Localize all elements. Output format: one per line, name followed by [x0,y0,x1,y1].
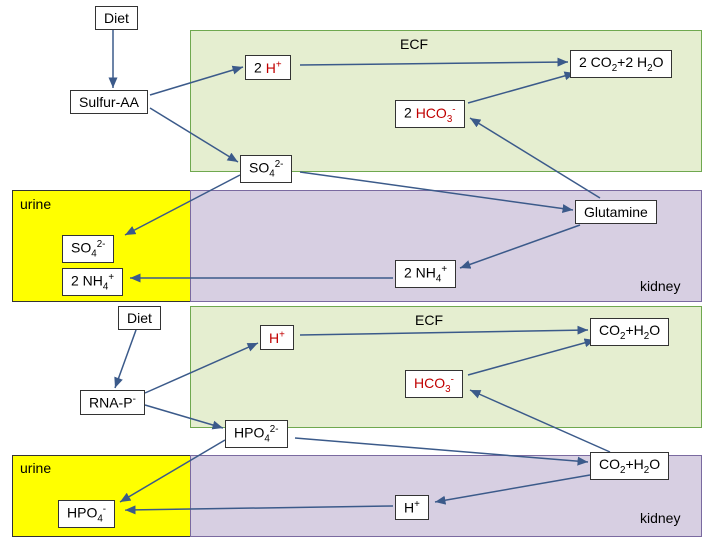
diet-box-lower: Diet [118,306,161,330]
two-h-plus-box: 2 H+ [245,55,291,80]
hpo4-box-mid: HPO42- [225,420,288,448]
ecf-label-upper: ECF [400,36,428,52]
h-plus-box-lower: H+ [260,325,294,350]
two-nh4-box-left: 2 NH4+ [62,268,123,296]
sulfur-aa-box: Sulfur-AA [70,90,148,114]
co2-h2o-box: CO2+H2O [590,318,669,346]
urine-label-lower: urine [20,460,51,476]
two-hco3-box: 2 HCO3- [395,100,465,128]
two-co2-h2o-box: 2 CO2+2 H2O [570,50,672,78]
glutamine-box: Glutamine [575,200,657,224]
urine-label-upper: urine [20,196,51,212]
two-nh4-box-right: 2 NH4+ [395,260,456,288]
so4-box-urine: SO42- [62,235,114,263]
rna-p-box: RNA-P- [80,390,145,415]
hpo4-box-urine: HPO4- [58,500,115,528]
hco3-box-lower: HCO3- [405,370,463,398]
kidney-label-upper: kidney [640,278,680,294]
ecf-label-lower: ECF [415,312,443,328]
co2-h2o-box-lower: CO2+H2O [590,452,669,480]
so4-box-mid: SO42- [240,155,292,183]
h-plus-box-kidney: H+ [395,495,429,520]
diet-box-upper: Diet [95,6,138,30]
kidney-label-lower: kidney [640,510,680,526]
